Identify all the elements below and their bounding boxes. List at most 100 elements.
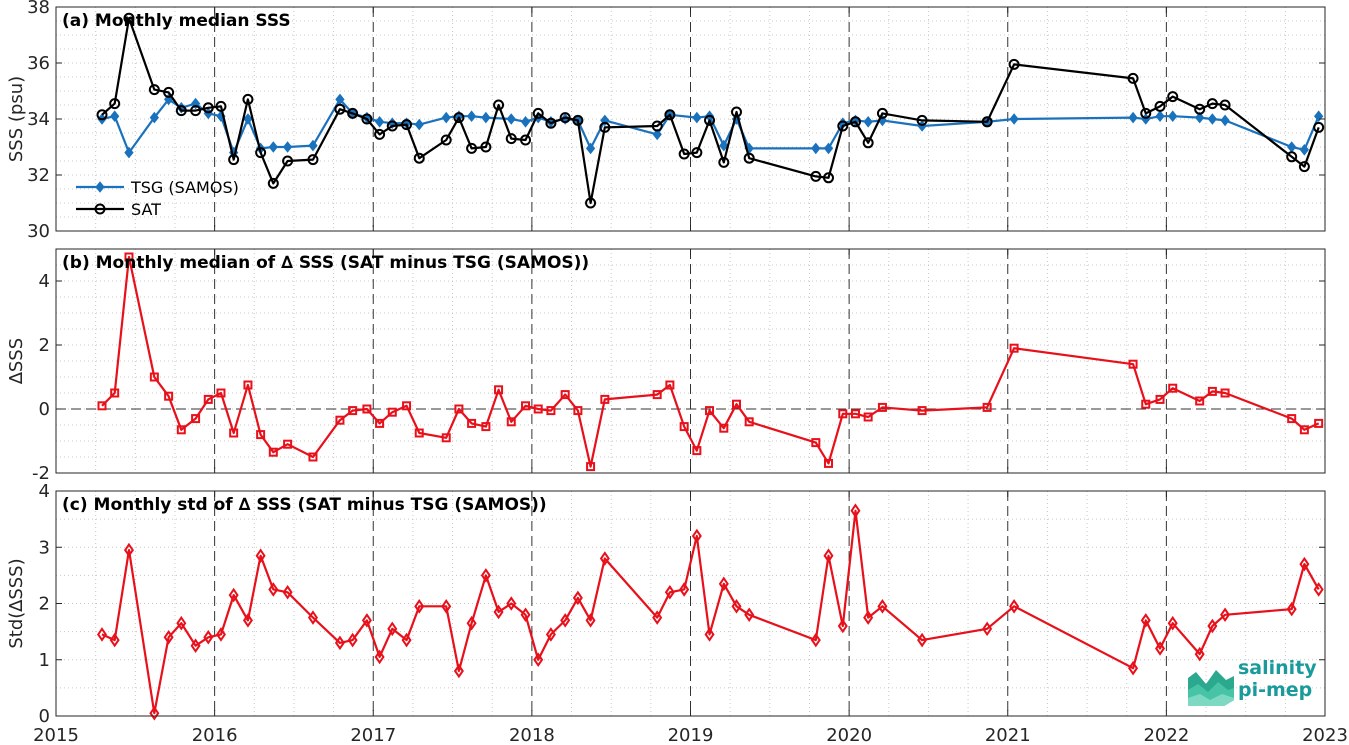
y-tick-label: 30 bbox=[27, 221, 50, 242]
data-point bbox=[467, 418, 477, 428]
data-point bbox=[493, 99, 505, 111]
legend-marker-tsg bbox=[95, 181, 105, 193]
data-point bbox=[545, 117, 557, 129]
data-point bbox=[520, 607, 531, 623]
data-point bbox=[981, 116, 993, 128]
data-point bbox=[124, 146, 134, 159]
data-point bbox=[810, 632, 821, 648]
data-point bbox=[917, 632, 928, 648]
data-point bbox=[718, 576, 729, 592]
legend-label-tsg: TSG (SAMOS) bbox=[130, 178, 239, 197]
data-point bbox=[585, 142, 596, 155]
data-point bbox=[255, 548, 266, 563]
data-point bbox=[718, 156, 730, 168]
data-point bbox=[347, 107, 359, 119]
panel-c bbox=[55, 490, 1326, 721]
data-point bbox=[282, 141, 293, 153]
data-point bbox=[521, 401, 531, 411]
data-point bbox=[651, 120, 663, 132]
y-tick-label: 2 bbox=[39, 594, 50, 615]
series-line-1 bbox=[101, 17, 1320, 205]
data-point bbox=[678, 148, 690, 160]
data-point bbox=[1287, 414, 1297, 424]
data-point bbox=[506, 596, 517, 611]
data-point bbox=[335, 415, 345, 425]
data-point bbox=[560, 390, 570, 400]
panel-b bbox=[55, 248, 1326, 474]
data-point bbox=[1299, 143, 1310, 156]
data-point bbox=[652, 390, 662, 400]
y-tick-label: 36 bbox=[27, 53, 50, 74]
data-point bbox=[1219, 99, 1231, 111]
data-point bbox=[1194, 646, 1205, 662]
data-point bbox=[1128, 359, 1138, 369]
data-point bbox=[1206, 98, 1218, 110]
data-point bbox=[837, 618, 848, 634]
x-tick-label: 2021 bbox=[985, 725, 1031, 745]
data-point bbox=[149, 372, 159, 382]
data-point bbox=[982, 621, 993, 637]
series-line-0 bbox=[101, 255, 1320, 468]
data-point bbox=[149, 111, 159, 124]
data-point bbox=[414, 118, 424, 131]
data-point bbox=[110, 110, 120, 123]
data-point bbox=[414, 599, 425, 614]
data-point bbox=[692, 446, 702, 456]
data-point bbox=[308, 139, 318, 152]
y-tick-label: 34 bbox=[27, 109, 50, 130]
data-point bbox=[1287, 141, 1297, 153]
panel-title: (a) Monthly median SSS bbox=[62, 11, 291, 31]
data-point bbox=[228, 154, 240, 166]
data-point bbox=[1220, 388, 1230, 398]
data-point bbox=[96, 109, 108, 121]
data-point bbox=[361, 113, 373, 125]
data-point bbox=[453, 112, 465, 124]
data-point bbox=[652, 610, 663, 625]
data-point bbox=[374, 128, 386, 140]
data-point bbox=[164, 391, 174, 401]
data-point bbox=[1141, 399, 1151, 409]
data-point bbox=[731, 106, 743, 118]
x-tick-label: 2016 bbox=[192, 725, 238, 745]
data-point bbox=[282, 155, 294, 167]
data-point bbox=[982, 402, 992, 412]
y-tick-label: 32 bbox=[27, 165, 50, 186]
data-point bbox=[560, 613, 571, 628]
data-point bbox=[256, 430, 266, 440]
data-point bbox=[441, 599, 452, 614]
data-point bbox=[362, 404, 372, 414]
data-point bbox=[1286, 151, 1298, 163]
data-point bbox=[506, 113, 516, 125]
data-point bbox=[375, 418, 385, 428]
data-point bbox=[243, 380, 253, 390]
data-point bbox=[586, 462, 596, 472]
data-point bbox=[1155, 641, 1166, 656]
series-line-0 bbox=[101, 509, 1320, 715]
data-point bbox=[572, 590, 583, 606]
data-point bbox=[546, 406, 556, 416]
data-point bbox=[374, 649, 385, 665]
data-point bbox=[203, 629, 214, 645]
y-tick-label: 4 bbox=[39, 481, 50, 502]
data-point bbox=[876, 107, 888, 119]
data-point bbox=[1009, 599, 1020, 614]
legend-label-sat: SAT bbox=[131, 200, 161, 219]
data-point bbox=[520, 134, 532, 146]
data-point bbox=[704, 627, 715, 642]
data-point bbox=[691, 147, 703, 159]
x-tick-label: 2015 bbox=[33, 725, 79, 745]
data-point bbox=[599, 121, 611, 133]
data-point bbox=[387, 621, 398, 637]
data-point bbox=[307, 610, 318, 625]
data-point bbox=[401, 119, 413, 131]
data-point bbox=[1313, 582, 1324, 597]
x-tick-label: 2019 bbox=[668, 725, 714, 745]
data-point bbox=[572, 114, 584, 126]
data-point bbox=[163, 629, 174, 645]
data-point bbox=[877, 599, 888, 614]
data-point bbox=[664, 109, 676, 121]
data-point bbox=[202, 102, 214, 114]
data-point bbox=[811, 438, 821, 448]
data-point bbox=[97, 401, 107, 411]
data-point bbox=[691, 528, 702, 544]
